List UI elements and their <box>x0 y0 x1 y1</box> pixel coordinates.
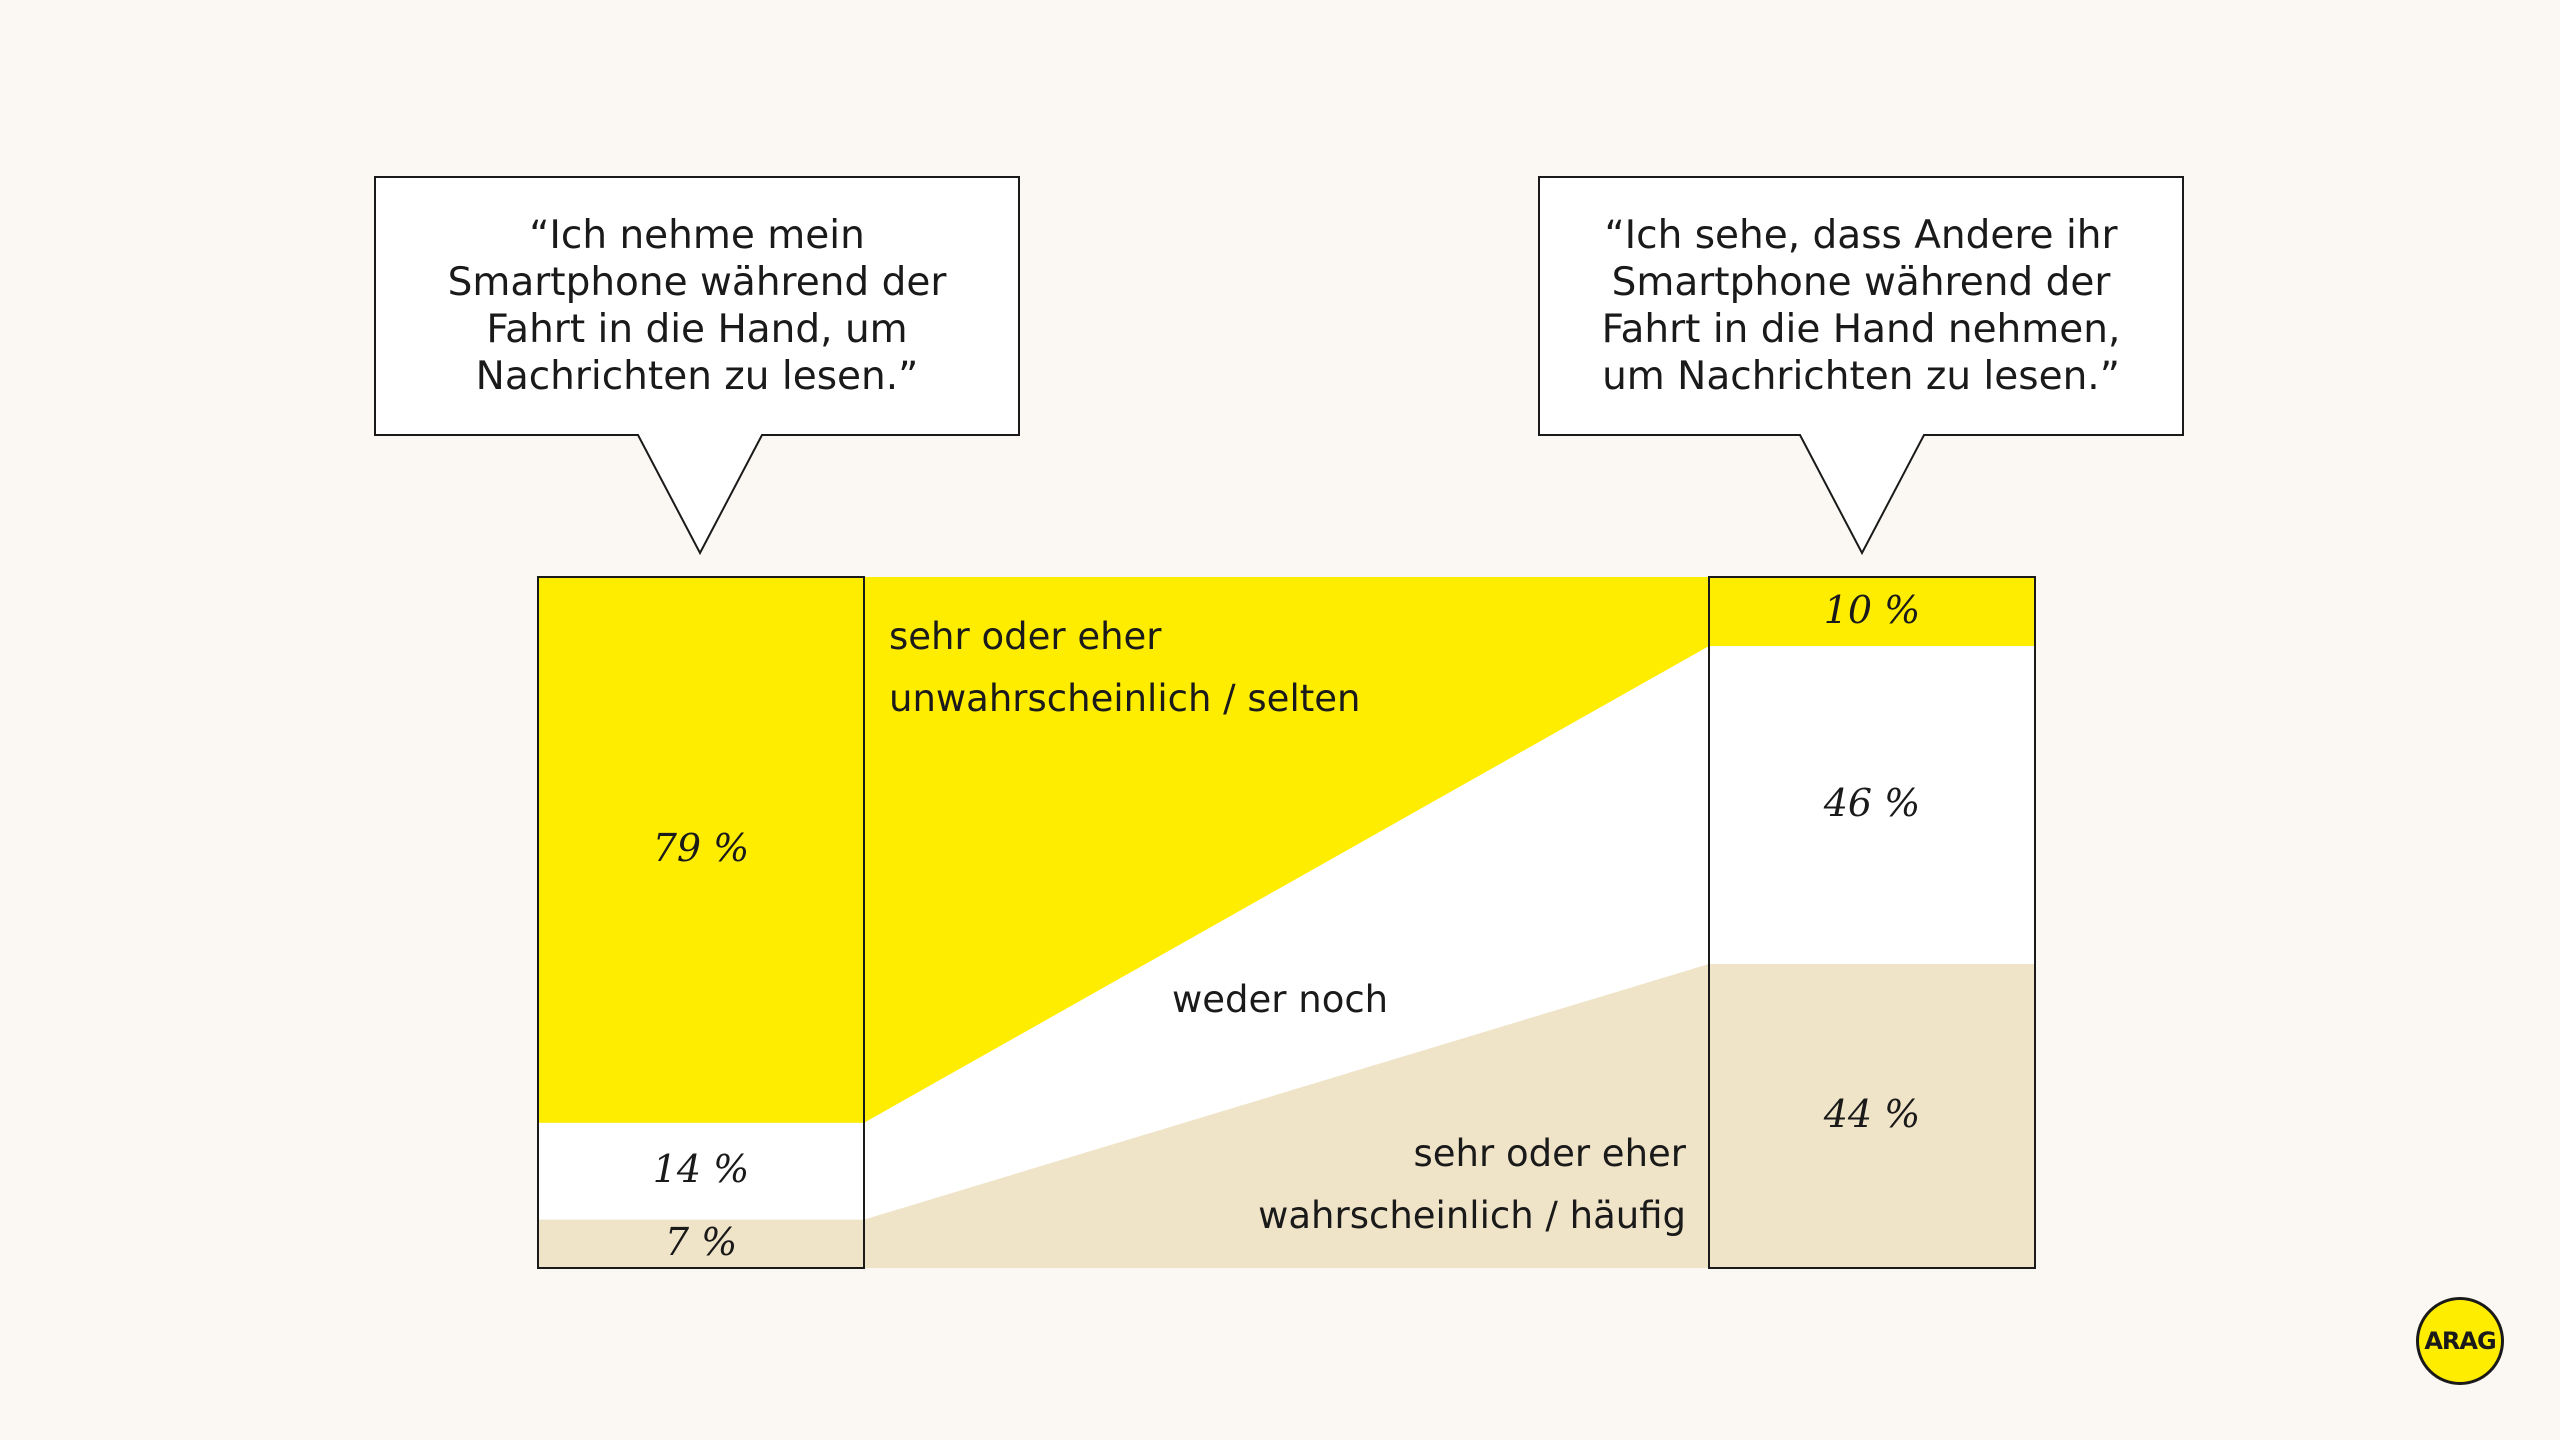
value-label-bar-2-segment-2: 46 % <box>1823 781 1921 826</box>
value-label-bar-2-segment-1: 10 % <box>1823 587 1921 632</box>
flow-band-1 <box>864 577 1709 1123</box>
bar-1-outline <box>537 576 865 1269</box>
value-label-bar-2-segment-3: 44 % <box>1823 1091 1921 1136</box>
category-label-bottom-line2: wahrscheinlich / häufig <box>1258 1194 1686 1237</box>
value-label-bar-1-segment-1: 79 % <box>652 825 750 870</box>
callout-pointers <box>374 176 2184 556</box>
bar-1-segment-3 <box>538 1219 864 1268</box>
category-label-middle-line1: weder noch <box>1172 978 1389 1021</box>
quote-left-text: “Ich nehme mein Smartphone während der F… <box>447 213 947 399</box>
arag-logo: ARAG <box>2416 1297 2504 1385</box>
quote-right: “Ich sehe, dass Andere ihr Smartphone wä… <box>1539 177 2183 435</box>
bar-2-segment-1 <box>1709 577 2035 647</box>
bar-1-segment-1 <box>538 577 864 1123</box>
flow-band-3 <box>864 963 1709 1268</box>
category-label-top-line2: unwahrscheinlich / selten <box>889 677 1361 720</box>
bar-2-outline <box>1708 576 2036 1269</box>
quote-right-text: “Ich sehe, dass Andere ihr Smartphone wä… <box>1601 213 2121 399</box>
quote-bubble-1 <box>374 176 1020 556</box>
quote-bubble-2 <box>1538 176 2184 556</box>
category-label-bottom-line1: sehr oder eher <box>1413 1132 1686 1175</box>
quote-left: “Ich nehme mein Smartphone während der F… <box>375 177 1019 435</box>
flow-band-2 <box>864 646 1709 1220</box>
category-label-top: sehr oder eher unwahrscheinlich / selten <box>889 606 1360 730</box>
arag-logo-text: ARAG <box>2424 1327 2496 1355</box>
value-label-bar-1-segment-2: 14 % <box>652 1147 750 1192</box>
flow-bands <box>864 577 1709 1268</box>
bar-2-segment-3 <box>1709 963 2035 1268</box>
bar-2-segment-2 <box>1709 646 2035 964</box>
category-label-bottom: sehr oder eher wahrscheinlich / häufig <box>1060 1123 1686 1247</box>
value-label-bar-1-segment-3: 7 % <box>664 1219 738 1264</box>
category-label-top-line1: sehr oder eher <box>889 615 1162 658</box>
category-label-middle: weder noch <box>1172 969 1388 1031</box>
stacked-bars <box>537 576 2036 1269</box>
bar-1-segment-2 <box>538 1122 864 1220</box>
